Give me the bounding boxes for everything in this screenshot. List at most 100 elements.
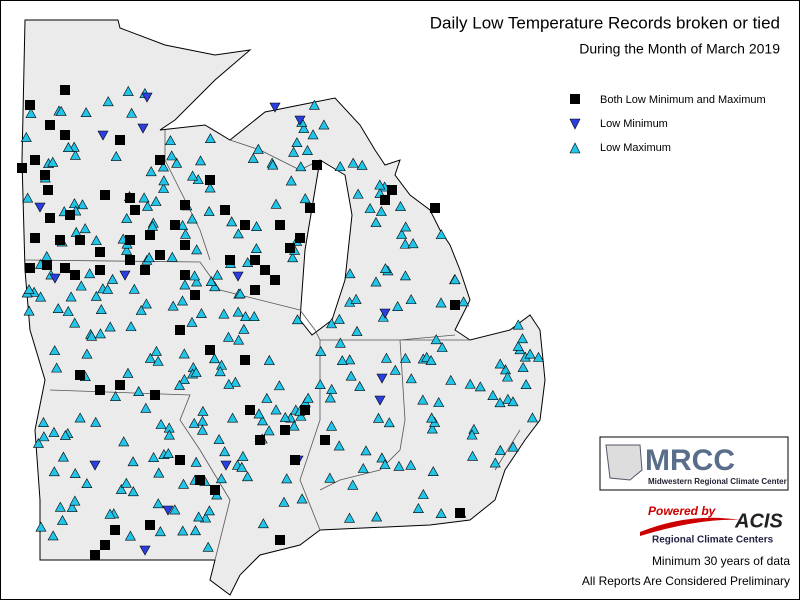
low-max-marker <box>209 281 221 292</box>
swoosh <box>640 517 740 536</box>
low-max-marker <box>375 206 387 216</box>
low-max-marker <box>122 367 134 378</box>
low-max-marker <box>66 501 78 512</box>
low-max-marker <box>204 182 216 193</box>
station-markers <box>17 85 544 560</box>
low-max-marker <box>425 354 437 365</box>
low-max-marker <box>128 283 140 294</box>
both-marker <box>250 285 260 295</box>
low-max-marker <box>158 183 170 193</box>
low-min-marker <box>220 460 232 471</box>
both-marker <box>115 135 125 145</box>
low-max-marker <box>223 378 235 389</box>
low-max-marker <box>69 149 81 160</box>
low-max-marker <box>426 423 438 434</box>
low-max-marker <box>281 473 293 484</box>
both-marker <box>155 155 165 165</box>
low-max-marker <box>125 321 137 332</box>
low-max-marker <box>188 417 200 428</box>
low-max-marker <box>76 199 89 210</box>
low-max-marker <box>370 276 382 287</box>
low-max-marker <box>427 466 439 476</box>
low-max-marker <box>318 119 330 130</box>
low-max-marker <box>179 279 191 290</box>
low-max-marker <box>35 291 47 302</box>
both-marker <box>60 263 70 273</box>
both-marker <box>270 275 280 285</box>
low-max-marker <box>242 471 254 482</box>
low-max-marker <box>383 417 395 428</box>
logo-text: MRCC <box>645 444 735 477</box>
both-marker <box>190 290 200 300</box>
low-max-marker <box>25 107 37 118</box>
low-min-marker <box>269 102 281 113</box>
low-max-marker <box>68 198 80 209</box>
low-max-marker <box>37 417 50 427</box>
low-max-marker <box>177 525 189 536</box>
mrcc-logo: MRCC Midwestern Regional Climate Center <box>599 436 789 491</box>
low-max-marker <box>417 488 429 499</box>
legend-down-triangle <box>569 118 581 130</box>
low-max-marker <box>247 152 259 163</box>
note: Minimum 30 years of data <box>652 554 790 568</box>
low-max-marker <box>288 146 300 157</box>
low-max-marker <box>315 345 327 356</box>
low-max-marker <box>474 381 486 392</box>
low-max-marker <box>176 295 189 306</box>
low-max-marker <box>152 498 164 509</box>
low-min-marker <box>141 92 153 103</box>
low-max-marker <box>187 170 199 181</box>
low-max-marker <box>236 461 248 472</box>
low-max-marker <box>171 157 183 168</box>
low-max-marker <box>196 424 208 435</box>
low-max-marker <box>227 412 239 423</box>
both-marker <box>205 345 215 355</box>
both-marker <box>40 170 50 180</box>
both-marker <box>450 300 460 310</box>
low-max-marker <box>154 526 166 537</box>
low-max-marker <box>467 450 479 461</box>
low-max-marker <box>90 290 102 301</box>
low-max-marker <box>121 244 133 255</box>
low-max-marker <box>263 354 275 365</box>
low-max-marker <box>109 391 121 401</box>
subtitle: During the Month of March 2019 <box>579 41 780 57</box>
low-max-marker <box>270 198 282 209</box>
both-marker <box>115 380 125 390</box>
low-max-marker <box>399 352 411 363</box>
low-max-marker <box>193 511 205 522</box>
low-max-marker <box>532 351 544 362</box>
low-max-marker <box>162 448 174 459</box>
both-marker <box>455 508 465 518</box>
low-max-marker <box>371 511 383 522</box>
both-marker <box>240 220 250 230</box>
low-max-marker <box>186 316 198 327</box>
note: All Reports Are Considered Preliminary <box>582 574 790 588</box>
low-max-marker <box>90 235 102 246</box>
low-max-marker <box>324 392 336 403</box>
low-max-marker <box>174 379 186 390</box>
low-max-marker <box>140 402 152 413</box>
low-max-marker <box>507 396 519 407</box>
low-max-marker <box>291 137 303 148</box>
low-max-marker <box>516 333 529 344</box>
low-max-marker <box>524 348 536 359</box>
low-max-marker <box>79 223 91 234</box>
both-marker <box>150 390 160 400</box>
low-max-marker <box>435 229 447 240</box>
both-marker <box>130 205 140 215</box>
low-max-marker <box>54 501 66 512</box>
low-max-marker <box>379 459 391 470</box>
low-max-marker <box>86 330 98 341</box>
low-max-marker <box>177 220 189 230</box>
low-max-marker <box>124 530 136 541</box>
low-max-marker <box>333 313 345 324</box>
low-max-marker <box>326 383 338 394</box>
low-max-marker <box>23 284 35 295</box>
low-max-marker <box>494 444 506 455</box>
low-max-marker <box>232 306 244 317</box>
low-max-marker <box>449 274 461 285</box>
low-max-marker <box>138 192 150 203</box>
both-marker <box>387 185 397 195</box>
low-max-marker <box>169 504 181 515</box>
